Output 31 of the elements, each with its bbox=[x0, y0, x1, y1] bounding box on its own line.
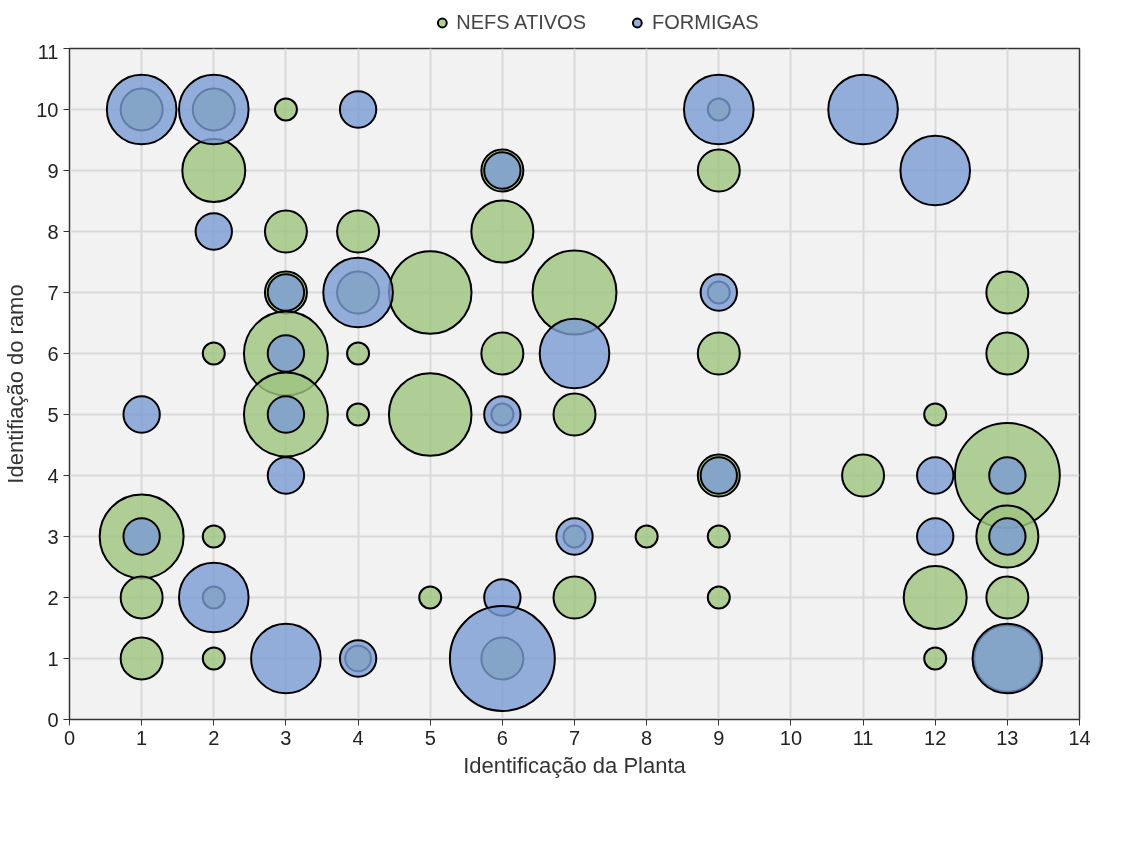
x-tick-label: 12 bbox=[924, 726, 947, 749]
x-tick-label: 14 bbox=[1068, 726, 1091, 749]
y-tick-label: 11 bbox=[37, 40, 59, 63]
x-tick-label: 11 bbox=[852, 726, 874, 749]
y-tick-label: 6 bbox=[47, 342, 59, 365]
legend-label: NEFS ATIVOS bbox=[456, 10, 586, 34]
x-tick-label: 8 bbox=[641, 726, 653, 749]
x-tick-label: 3 bbox=[280, 726, 292, 749]
y-axis-title: Identifiação do ramo bbox=[3, 284, 29, 484]
x-tick-label: 5 bbox=[424, 726, 436, 749]
y-tick-label: 2 bbox=[47, 586, 59, 609]
y-tick-label: 7 bbox=[47, 281, 59, 304]
y-tick-label: 9 bbox=[47, 159, 59, 182]
x-tick-label: 4 bbox=[352, 726, 364, 749]
y-tick-label: 0 bbox=[47, 708, 59, 731]
x-tick-label: 1 bbox=[136, 726, 148, 749]
x-axis-title: Identificação da Planta bbox=[463, 752, 687, 778]
legend-label: FORMIGAS bbox=[652, 10, 759, 34]
y-tick-label: 1 bbox=[47, 647, 59, 670]
y-tick-label: 8 bbox=[47, 220, 59, 243]
x-tick-label: 6 bbox=[496, 726, 508, 749]
x-tick-label: 0 bbox=[63, 726, 76, 749]
x-tick-label: 10 bbox=[779, 726, 803, 749]
y-tick-label: 5 bbox=[47, 403, 59, 426]
x-tick-label: 2 bbox=[208, 726, 220, 749]
x-tick-label: 13 bbox=[996, 726, 1019, 749]
x-tick-label: 9 bbox=[713, 726, 725, 749]
y-tick-label: 3 bbox=[47, 525, 59, 548]
x-tick-label: 7 bbox=[568, 726, 581, 749]
y-tick-label: 10 bbox=[36, 98, 59, 121]
y-tick-label: 4 bbox=[47, 464, 59, 487]
